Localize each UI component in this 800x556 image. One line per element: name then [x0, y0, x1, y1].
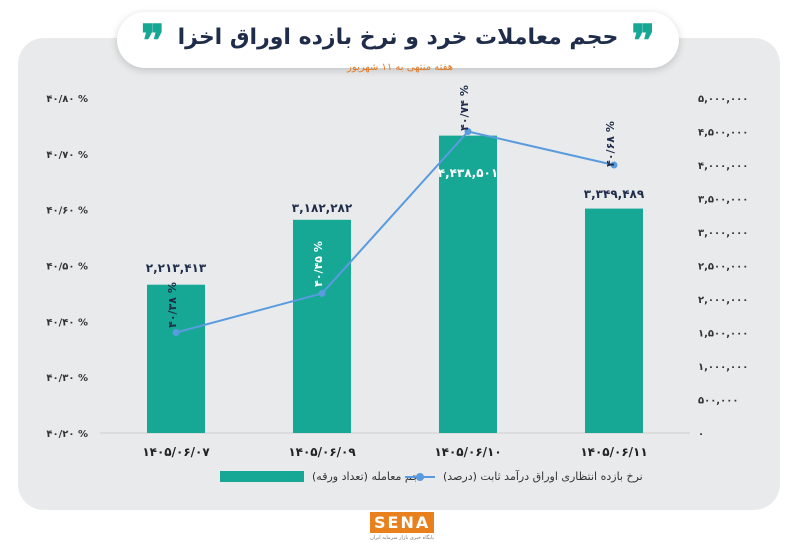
left-axis-tick-label: ۴۰/۶۰ %	[46, 206, 88, 217]
quote-left-icon: ❞	[141, 16, 165, 67]
legend-bars-swatch	[220, 471, 304, 482]
right-axis-tick-label: ۵۰۰,۰۰۰	[698, 396, 738, 407]
left-axis-tick-label: ۴۰/۸۰ %	[46, 94, 88, 105]
legend-bars: حجم معامله (تعداد ورقه)	[220, 470, 426, 483]
chart-subtitle: هفته منتهی به ۱۱ شهریور	[347, 62, 453, 73]
bar	[293, 219, 351, 433]
line-point	[464, 128, 472, 135]
bar	[585, 208, 643, 433]
left-axis-tick-label: ۴۰/۷۰ %	[46, 150, 88, 161]
title-banner: ❞ حجم معاملات خرد و نرخ بازده اوراق اخزا…	[117, 12, 679, 68]
chart-panel	[18, 38, 780, 510]
line-point	[318, 289, 326, 297]
x-axis-tick-label: ۱۴۰۵/۰۶/۱۱	[580, 445, 647, 459]
right-axis-tick-label: ۰	[698, 429, 704, 440]
right-axis-tick-label: ۴,۰۰۰,۰۰۰	[698, 161, 748, 172]
bar	[147, 284, 205, 433]
x-axis-tick-label: ۱۴۰۵/۰۶/۰۹	[288, 445, 356, 459]
chart-title: حجم معاملات خرد و نرخ بازده اوراق اخزا	[177, 25, 619, 50]
line-data-label: ۴۰/۶۸ %	[604, 121, 617, 167]
bar-data-label: ۳,۱۸۲,۲۸۲	[292, 201, 353, 215]
right-axis-tick-label: ۴,۵۰۰,۰۰۰	[698, 128, 748, 139]
right-axis-tick-label: ۱,۵۰۰,۰۰۰	[698, 329, 748, 340]
right-axis-tick-label: ۵,۰۰۰,۰۰۰	[698, 94, 748, 105]
line-data-label: ۴۰/۷۴ %	[458, 85, 471, 131]
logo-subtext: پایگاه خبری بازار سرمایه ایران	[370, 535, 434, 541]
logo-text: SENA	[370, 512, 435, 533]
line-data-label: ۴۰/۴۵ %	[312, 241, 325, 287]
legend-line: نرخ بازده انتظاری اوراق درآمد ثابت (درصد…	[405, 470, 643, 483]
bar	[439, 135, 497, 434]
legend-line-label: نرخ بازده انتظاری اوراق درآمد ثابت (درصد…	[443, 470, 643, 483]
left-axis-tick-label: ۴۰/۴۰ %	[46, 317, 88, 328]
right-axis-tick-label: ۲,۵۰۰,۰۰۰	[698, 262, 748, 273]
line-data-label: ۴۰/۳۸ %	[166, 282, 179, 328]
left-axis-tick-label: ۴۰/۵۰ %	[46, 262, 88, 273]
quote-right-icon: ❞	[631, 16, 655, 67]
line-point	[610, 161, 618, 169]
right-axis-tick-label: ۲,۰۰۰,۰۰۰	[698, 295, 748, 306]
right-axis-tick-label: ۳,۰۰۰,۰۰۰	[698, 228, 748, 239]
legend-line-swatch	[405, 472, 435, 481]
line-point	[172, 329, 180, 336]
bar-data-label: ۳,۳۴۹,۴۸۹	[584, 187, 645, 201]
right-axis-tick-label: ۱,۰۰۰,۰۰۰	[698, 362, 748, 373]
right-axis-tick-label: ۳,۵۰۰,۰۰۰	[698, 195, 748, 206]
sena-logo: SENA پایگاه خبری بازار سرمایه ایران	[370, 512, 435, 541]
left-axis-tick-label: ۴۰/۲۰ %	[46, 429, 88, 440]
bar-data-label: ۴,۴۳۸,۵۰۱	[438, 166, 498, 180]
x-axis-tick-label: ۱۴۰۵/۰۶/۱۰	[434, 445, 501, 459]
left-axis-tick-label: ۴۰/۳۰ %	[46, 373, 88, 384]
series-line	[175, 130, 615, 334]
legend-bars-label: حجم معامله (تعداد ورقه)	[312, 470, 427, 483]
bar-data-label: ۲,۲۱۳,۴۱۳	[146, 261, 207, 275]
x-axis-tick-label: ۱۴۰۵/۰۶/۰۷	[142, 445, 210, 459]
